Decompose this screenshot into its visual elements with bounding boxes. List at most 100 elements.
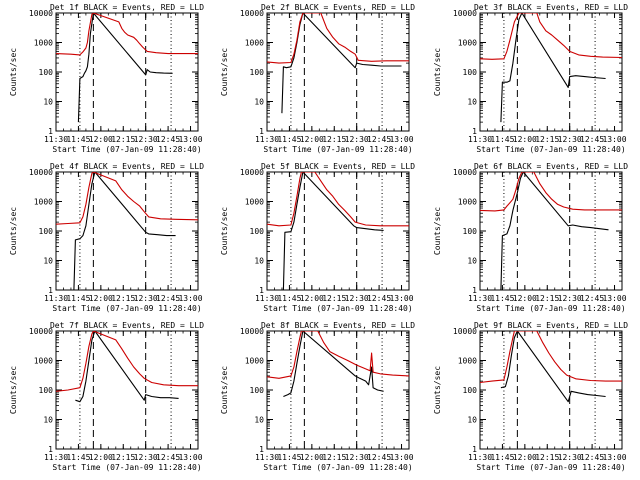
events-series-line (500, 13, 606, 123)
events-series-line (282, 172, 384, 290)
x-tick-label: 11:30 (44, 453, 68, 462)
y-tick-label: 10000 (240, 9, 264, 18)
x-tick-label: 12:15 (111, 294, 135, 303)
x-tick-label: 12:45 (580, 135, 604, 144)
y-tick-label: 10 (467, 257, 477, 266)
plot-frame (479, 330, 623, 450)
x-axis-label: Start Time (07-Jan-09 11:28:40) (476, 145, 625, 154)
x-tick-label: 11:45 (490, 135, 514, 144)
series-group (56, 331, 198, 403)
x-tick-label: 12:45 (580, 453, 604, 462)
x-tick-label: 12:30 (134, 135, 158, 144)
y-axis-label: Counts/sec (220, 207, 229, 255)
y-tick-label: 10000 (240, 327, 264, 336)
y-tick-label: 10000 (453, 9, 477, 18)
plot-frame (266, 330, 410, 450)
lld-series-line (56, 331, 198, 392)
x-tick-label: 13:00 (389, 453, 413, 462)
events-series-line (500, 172, 609, 290)
lld-series-line (480, 13, 622, 60)
series-group (56, 172, 198, 290)
x-tick-label: 13:00 (602, 294, 626, 303)
events-series-line (77, 13, 173, 123)
y-tick-label: 1 (48, 127, 53, 136)
y-axis-label: Counts/sec (9, 48, 18, 96)
y-tick-label: 1000 (245, 198, 264, 207)
x-tick-label: 11:30 (468, 453, 492, 462)
x-tick-label: 11:30 (44, 135, 68, 144)
y-tick-label: 10 (467, 98, 477, 107)
plot-frame (55, 330, 199, 450)
chart-panel: 1 10 100 1000 10000 11:3011:4512:0012:1512:30… (433, 321, 628, 472)
x-tick-label: 12:00 (513, 135, 537, 144)
lld-series-line (267, 331, 409, 379)
y-axis-label: Counts/sec (433, 48, 442, 96)
x-tick-label: 12:30 (558, 453, 582, 462)
lld-series-line (56, 172, 198, 225)
x-tick-label: 12:45 (367, 453, 391, 462)
events-series-line (281, 13, 402, 114)
series-group (480, 13, 622, 123)
series-group (267, 331, 409, 398)
y-tick-label: 1000 (34, 39, 53, 48)
y-tick-label: 1 (259, 286, 264, 295)
chart-panel: 1 10 100 1000 10000 11:3011:4512:0012:1512:30… (433, 162, 628, 313)
x-tick-label: 12:30 (134, 294, 158, 303)
panel-title: Det 8f BLACK = Events, RED = LLD (261, 321, 415, 330)
x-tick-label: 11:45 (490, 453, 514, 462)
x-tick-label: 13:00 (602, 135, 626, 144)
x-tick-label: 11:30 (44, 294, 68, 303)
y-tick-label: 10 (254, 98, 264, 107)
x-tick-label: 12:00 (513, 453, 537, 462)
x-tick-label: 12:45 (156, 453, 180, 462)
x-axis-label: Start Time (07-Jan-09 11:28:40) (263, 304, 412, 313)
x-tick-label: 11:30 (255, 294, 279, 303)
x-tick-label: 12:00 (300, 294, 324, 303)
y-tick-label: 10000 (453, 168, 477, 177)
y-tick-label: 1 (472, 286, 477, 295)
y-tick-label: 1000 (458, 198, 477, 207)
x-tick-label: 11:45 (490, 294, 514, 303)
events-series-line (283, 331, 384, 398)
y-tick-label: 1000 (34, 357, 53, 366)
x-tick-label: 11:45 (277, 135, 301, 144)
y-tick-label: 1 (472, 445, 477, 454)
y-tick-label: 10000 (240, 168, 264, 177)
plot-frame (55, 12, 199, 132)
x-tick-label: 12:45 (367, 135, 391, 144)
y-tick-label: 1000 (245, 39, 264, 48)
y-tick-label: 1 (472, 127, 477, 136)
chart-panel: 1 10 100 1000 10000 11:3011:4512:0012:1512:30… (9, 321, 204, 472)
x-tick-label: 12:15 (111, 453, 135, 462)
y-tick-label: 100 (39, 227, 54, 236)
events-series-line (73, 172, 176, 290)
x-tick-label: 11:45 (66, 294, 90, 303)
x-tick-label: 12:00 (89, 294, 113, 303)
series-group (480, 331, 622, 403)
x-axis-label: Start Time (07-Jan-09 11:28:40) (263, 145, 412, 154)
y-tick-label: 100 (39, 68, 54, 77)
x-tick-label: 12:45 (156, 135, 180, 144)
panel-title: Det 4f BLACK = Events, RED = LLD (50, 162, 204, 171)
x-tick-label: 11:30 (468, 135, 492, 144)
x-tick-label: 12:00 (300, 135, 324, 144)
x-axis-label: Start Time (07-Jan-09 11:28:40) (263, 463, 412, 472)
lld-series-line (267, 13, 409, 64)
x-tick-label: 13:00 (178, 294, 202, 303)
y-tick-label: 10 (254, 257, 264, 266)
y-axis-label: Counts/sec (220, 48, 229, 96)
y-tick-label: 1000 (245, 357, 264, 366)
x-tick-label: 11:45 (66, 135, 90, 144)
plot-frame (266, 12, 410, 132)
x-tick-label: 12:30 (345, 135, 369, 144)
x-tick-label: 13:00 (178, 135, 202, 144)
y-tick-label: 100 (463, 386, 478, 395)
events-series-line (75, 331, 179, 403)
plot-frame (266, 171, 410, 291)
panel-title: Det 7f BLACK = Events, RED = LLD (50, 321, 204, 330)
panel-title: Det 1f BLACK = Events, RED = LLD (50, 3, 204, 12)
x-tick-label: 12:30 (345, 453, 369, 462)
plot-frame (55, 171, 199, 291)
y-tick-label: 10 (43, 98, 53, 107)
